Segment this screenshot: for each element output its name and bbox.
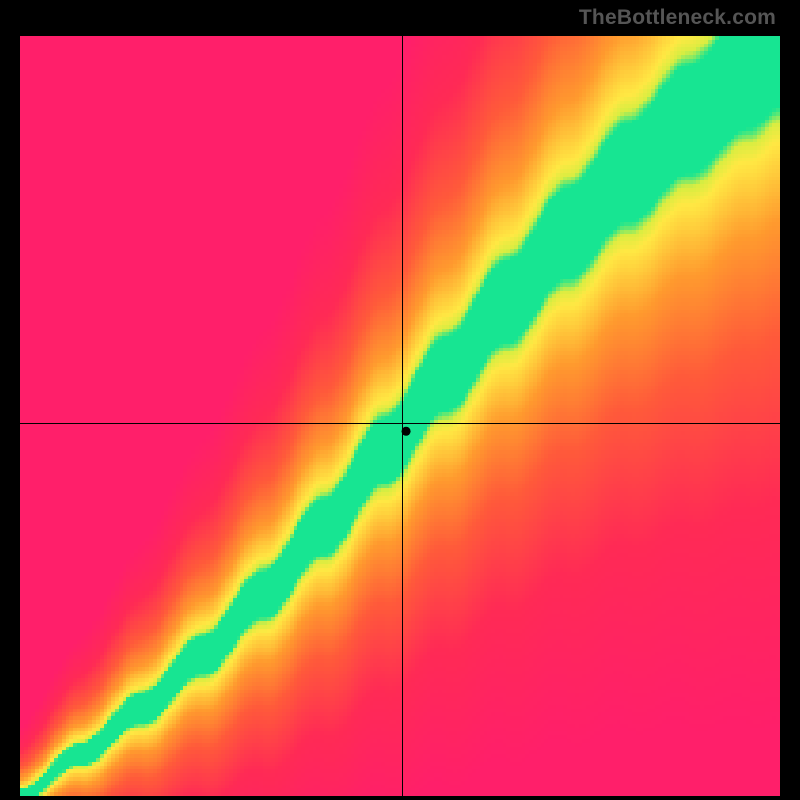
watermark-text: TheBottleneck.com [579,6,776,30]
bottleneck-heatmap [20,36,780,796]
chart-container: TheBottleneck.com [0,0,800,800]
heatmap-canvas [20,36,780,796]
